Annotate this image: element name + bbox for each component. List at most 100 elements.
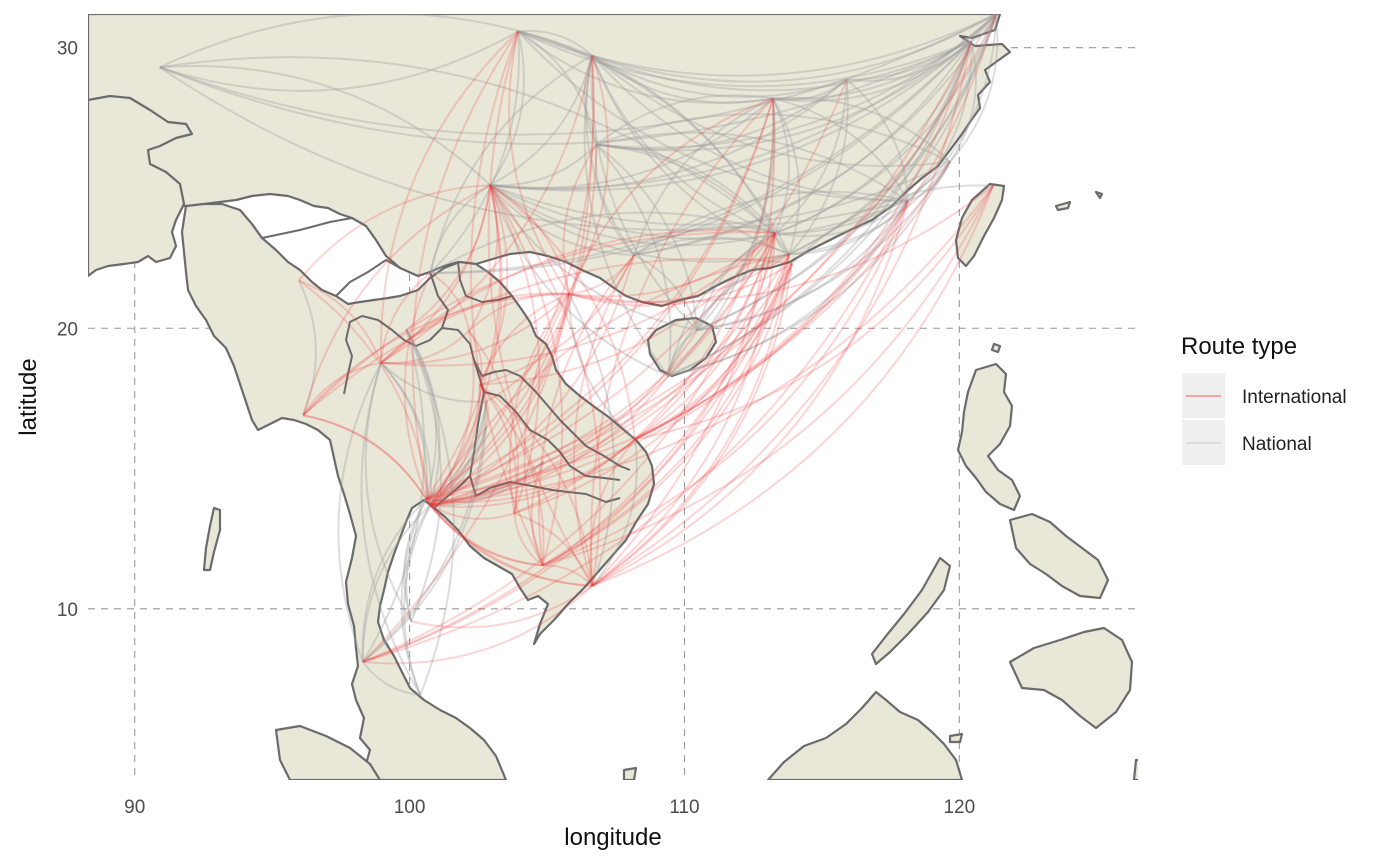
national-route-kmg-syx	[489, 184, 669, 377]
international-route-bkk-nng	[429, 254, 636, 507]
national-route-csx-kwe	[595, 94, 774, 146]
national-route-ctu-hgh	[517, 30, 972, 88]
national-route-bkk-cei	[405, 329, 441, 506]
international-route-sgn-csx	[591, 98, 776, 587]
national-route-dmk-usm	[403, 498, 427, 622]
international-route-dad-can	[634, 232, 777, 441]
national-route-ckg-foc	[591, 54, 951, 167]
international-route-dmk-rgn	[303, 414, 427, 500]
international-route-hkt-ckg	[362, 55, 595, 663]
international-route-sgn-kmg	[489, 184, 602, 586]
national-route-kwe-hgh	[596, 40, 972, 152]
national-route-hak-csx	[696, 98, 776, 331]
international-route-bkk-rgn	[303, 414, 432, 506]
international-route-pnh-hkg	[542, 263, 793, 567]
international-route-rep-pnh	[513, 513, 544, 567]
national-route-xmn-khn	[846, 78, 909, 201]
international-route-szx-bkk	[429, 253, 790, 506]
national-route-syx-xmn	[668, 200, 909, 377]
international-route-han-nng	[568, 254, 635, 296]
national-route-dmk-hkt	[361, 498, 427, 662]
international-route-han-lpq	[468, 292, 570, 332]
international-route-lpq-jhg	[429, 272, 470, 332]
international-route-cnx-kmg	[380, 185, 492, 364]
national-route-xmn-sha	[907, 14, 998, 202]
national-route-lxa-ctu	[159, 30, 519, 92]
international-route-han-kmg	[489, 184, 570, 295]
national-route-bkk-cnx	[380, 362, 432, 506]
international-route-vte-kmg	[479, 184, 509, 386]
international-route-han-rep	[508, 293, 570, 514]
international-route-rep-can	[513, 232, 777, 515]
international-route-dmk-kmg	[425, 184, 502, 500]
international-route-rep-lpq	[468, 330, 520, 514]
national-route-hkt-cei	[362, 329, 426, 663]
international-route-jhg-bkk	[403, 272, 432, 506]
national-route-sgn-dad	[591, 439, 638, 587]
national-route-jhg-ctu	[429, 31, 520, 274]
international-route-can-cnx	[380, 229, 776, 364]
international-route-han-tpe	[568, 184, 994, 304]
national-route-csx-nng	[633, 97, 774, 256]
andaman-islands	[202, 506, 222, 572]
national-route-hkt-kkc	[362, 427, 488, 663]
india-landmass	[88, 94, 194, 278]
international-route-sgn-tpe	[592, 185, 995, 587]
international-route-bkk-ckg	[429, 55, 595, 506]
international-route-pnh-szx	[542, 253, 791, 567]
international-route-can-rgn	[302, 231, 776, 416]
international-route-kkc-vte	[479, 384, 490, 428]
international-route-bkk-pnh	[429, 504, 543, 567]
national-route-ckg-csx	[591, 54, 774, 104]
international-route-hkt-sgn	[362, 585, 594, 665]
national-route-cnx-usm	[364, 362, 413, 622]
national-route-hgh-sha	[970, 14, 998, 43]
international-route-rep-kmg	[489, 184, 541, 514]
national-route-ckg-xmn	[591, 54, 908, 202]
national-route-kmg-hak	[489, 184, 698, 332]
hainan-island	[646, 316, 718, 378]
international-route-sgn-can	[591, 233, 777, 587]
international-route-han-cnx	[380, 292, 570, 364]
international-route-dmk-dad	[425, 438, 636, 503]
national-route-can-khn	[774, 79, 848, 234]
national-route-can-xmn	[774, 200, 909, 238]
national-route-kmg-ckg	[489, 55, 594, 187]
international-route-han-can	[568, 232, 776, 298]
international-route-dmk-sha	[425, 14, 998, 501]
international-route-ctu-pnh	[470, 31, 544, 566]
international-route-sgn-rep	[513, 512, 594, 587]
national-route-can-szx	[774, 232, 790, 256]
international-route-pnh-tpe	[542, 185, 995, 567]
international-route-bkk-lpq	[429, 330, 475, 506]
national-route-ckg-can	[591, 55, 776, 235]
national-route-bkk-hdy	[403, 504, 432, 696]
national-route-dmk-uth	[425, 401, 488, 500]
international-route-cnx-han	[380, 293, 570, 365]
international-route-hkt-szx	[362, 253, 791, 663]
international-route-bkk-sgn	[429, 504, 593, 587]
international-route-nng-pnh	[537, 254, 635, 566]
national-route-xmn-hgh	[907, 41, 973, 202]
national-route-can-sha	[774, 14, 998, 235]
international-route-vte-can	[479, 232, 776, 386]
national-route-syx-csx	[667, 98, 775, 377]
international-route-pnh-can	[542, 232, 777, 567]
international-route-bkk-szx	[430, 253, 791, 507]
national-route-kmg-lxa	[159, 65, 491, 186]
international-route-dad-hgh	[634, 40, 973, 441]
international-routes	[298, 14, 998, 665]
taiwan-island	[954, 182, 1006, 268]
national-route-can-hak	[696, 232, 776, 331]
international-route-cnx-mdl	[298, 279, 382, 364]
national-route-hak-hgh	[696, 40, 973, 332]
national-route-ctu-xmn	[517, 30, 908, 202]
international-route-bkk-vte	[429, 384, 481, 507]
national-route-csx-sha	[772, 14, 997, 100]
international-route-csx-han	[568, 97, 774, 295]
international-route-dmk-vte	[425, 384, 481, 500]
land-layer	[88, 14, 1138, 780]
national-route-kmg-can	[489, 184, 776, 247]
national-route-ctu-sha	[517, 14, 997, 77]
national-route-hkt-hdy	[362, 661, 421, 696]
